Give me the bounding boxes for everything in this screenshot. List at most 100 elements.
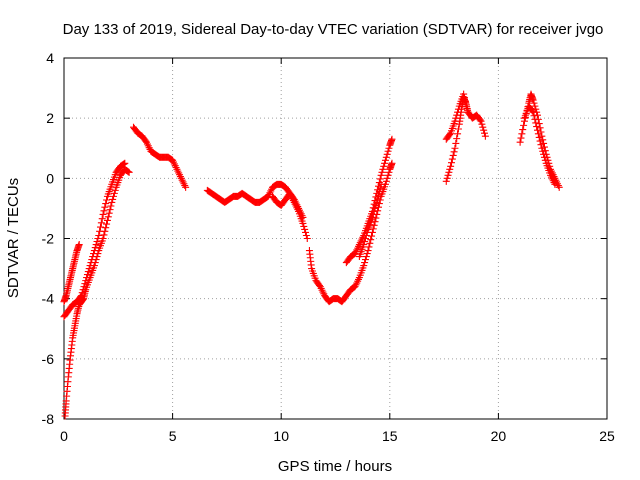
data-point xyxy=(87,259,95,267)
data-point xyxy=(481,132,489,140)
y-tick-label: 2 xyxy=(46,110,54,126)
data-point xyxy=(104,213,112,221)
data-point xyxy=(303,235,311,242)
data-point xyxy=(537,141,545,149)
data-point xyxy=(381,159,389,167)
data-point xyxy=(86,262,94,270)
data-point xyxy=(111,186,119,194)
data-point xyxy=(96,223,104,231)
data-point xyxy=(360,262,368,270)
data-point xyxy=(94,235,102,242)
data-point xyxy=(84,268,92,276)
data-point xyxy=(375,188,383,196)
data-point xyxy=(103,196,111,204)
data-point xyxy=(531,115,539,123)
data-point xyxy=(90,247,98,255)
data-point xyxy=(442,177,450,185)
data-point xyxy=(380,162,388,170)
data-point xyxy=(363,250,371,258)
data-point xyxy=(519,126,527,134)
data-point xyxy=(120,160,128,168)
data-point xyxy=(453,135,461,143)
data-point xyxy=(371,204,379,212)
data-point xyxy=(529,96,537,104)
data-point xyxy=(384,147,392,155)
data-point xyxy=(480,126,488,134)
x-tick-labels: 0 5 10 15 20 25 xyxy=(60,428,615,444)
y-tick-label: -4 xyxy=(42,291,55,307)
data-point xyxy=(77,292,85,300)
data-point xyxy=(78,289,86,297)
data-point xyxy=(533,123,541,131)
y-tick-label: -2 xyxy=(42,231,55,247)
y-tick-labels: -8 -6 -4 -2 0 2 4 xyxy=(42,50,55,427)
data-point xyxy=(92,241,100,249)
data-point xyxy=(368,232,376,240)
y-tick-label: 4 xyxy=(46,50,54,66)
data-point xyxy=(533,126,541,134)
data-point xyxy=(516,138,524,146)
data-point xyxy=(361,259,369,267)
data-point xyxy=(551,180,559,188)
data-point xyxy=(373,198,381,206)
data-point xyxy=(450,148,458,156)
data-point xyxy=(518,130,526,138)
data-point xyxy=(375,191,383,199)
x-tick-label: 10 xyxy=(273,428,289,444)
data-point xyxy=(80,283,88,291)
data-point xyxy=(520,121,528,129)
data-point xyxy=(79,286,87,294)
data-point xyxy=(91,244,99,252)
data-point xyxy=(142,137,150,145)
data-point xyxy=(85,265,93,273)
data-point xyxy=(124,168,132,176)
data-point xyxy=(370,221,378,229)
data-point xyxy=(109,195,117,203)
data-point xyxy=(301,225,309,233)
data-point xyxy=(125,168,133,176)
grid xyxy=(64,58,607,419)
data-point xyxy=(461,94,469,102)
data-point xyxy=(372,201,380,209)
data-point xyxy=(555,183,563,191)
data-point xyxy=(83,274,91,282)
data-point xyxy=(463,105,471,113)
data-point xyxy=(98,215,106,223)
data-point xyxy=(299,213,307,221)
data-point xyxy=(361,235,369,242)
data-point xyxy=(360,241,368,249)
data-point xyxy=(97,219,105,227)
data-point xyxy=(531,102,539,110)
data-point xyxy=(528,107,536,115)
data-point xyxy=(382,153,390,161)
data-point xyxy=(454,108,462,116)
data-point xyxy=(385,168,393,176)
data-point xyxy=(541,156,549,164)
data-point xyxy=(364,247,372,255)
data-point xyxy=(77,293,85,301)
data-point xyxy=(530,99,538,107)
data-point xyxy=(477,117,485,125)
data-point xyxy=(383,150,391,158)
data-point xyxy=(107,202,115,210)
data-point xyxy=(103,220,111,228)
data-point xyxy=(289,194,297,202)
data-point xyxy=(100,207,108,215)
data-point xyxy=(105,209,113,217)
data-point xyxy=(385,144,393,152)
data-point xyxy=(533,111,541,119)
data-point xyxy=(119,160,127,168)
data-point xyxy=(449,151,457,159)
data-point xyxy=(372,214,380,222)
data-point xyxy=(365,243,373,251)
data-point xyxy=(536,137,544,145)
data-point xyxy=(361,256,369,264)
x-tick-label: 0 xyxy=(60,428,68,444)
data-point xyxy=(478,120,486,128)
axis-ticks xyxy=(63,57,608,420)
plot-frame xyxy=(63,57,608,420)
data-point xyxy=(538,144,546,152)
y-tick-label: -8 xyxy=(42,411,55,427)
data-point xyxy=(374,195,382,203)
